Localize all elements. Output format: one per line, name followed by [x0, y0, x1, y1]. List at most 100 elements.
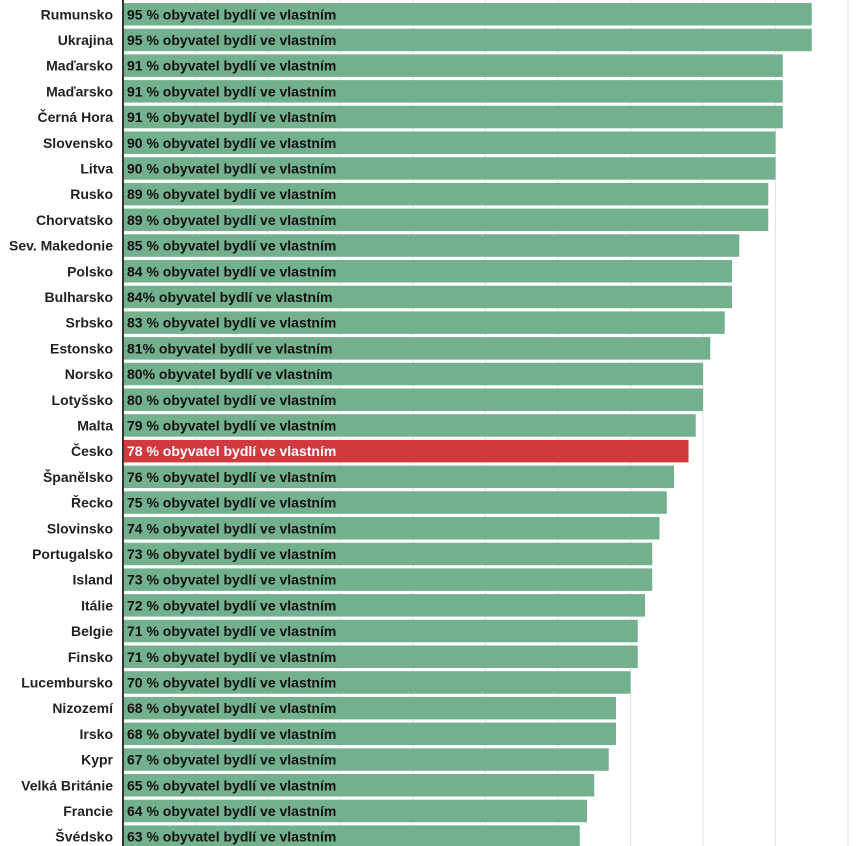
category-label: Španělsko — [43, 468, 113, 485]
bar — [123, 722, 616, 746]
category-label: Kypr — [81, 752, 113, 768]
data-label: 89 % obyvatel bydlí ve vlastním — [127, 212, 336, 228]
category-label: Srbsko — [66, 315, 113, 331]
category-label: Island — [73, 572, 113, 588]
bar — [123, 414, 696, 437]
data-label: 72 % obyvatel bydlí ve vlastním — [127, 597, 336, 613]
data-label: 81% obyvatel bydlí ve vlastním — [127, 340, 332, 356]
bar — [123, 3, 812, 26]
data-label: 71 % obyvatel bydlí ve vlastním — [127, 623, 336, 639]
category-label: Maďarsko — [46, 83, 113, 99]
category-label: Ukrajina — [58, 32, 113, 48]
category-label: Lotyšsko — [52, 392, 113, 408]
data-label: 84% obyvatel bydlí ve vlastním — [127, 289, 332, 305]
data-label: 90 % obyvatel bydlí ve vlastním — [127, 160, 336, 176]
category-label: Estonsko — [50, 340, 113, 356]
bar — [123, 28, 812, 52]
data-label: 78 % obyvatel bydlí ve vlastním — [127, 443, 336, 459]
bar — [123, 645, 638, 668]
category-label: Rusko — [70, 186, 113, 202]
bar — [123, 54, 783, 77]
category-label: Norsko — [65, 366, 113, 382]
bar — [123, 337, 711, 360]
bar — [123, 285, 732, 309]
bar — [123, 80, 783, 103]
data-label: 73 % obyvatel bydlí ve vlastním — [127, 546, 336, 562]
category-label: Belgie — [71, 623, 113, 639]
category-label: Portugalsko — [32, 546, 113, 562]
category-label: Sev. Makedonie — [9, 238, 113, 254]
data-label: 91 % obyvatel bydlí ve vlastním — [127, 58, 336, 74]
data-label: 91 % obyvatel bydlí ve vlastním — [127, 109, 336, 125]
bar — [123, 542, 653, 566]
bar — [123, 491, 667, 514]
bar — [123, 465, 674, 489]
bar — [123, 619, 638, 643]
bar — [123, 105, 783, 129]
bar — [123, 774, 595, 797]
bar — [123, 594, 645, 617]
bar — [123, 208, 769, 232]
data-label: 95 % obyvatel bydlí ve vlastním — [127, 32, 336, 48]
data-label: 89 % obyvatel bydlí ve vlastním — [127, 186, 336, 202]
category-label: Bulharsko — [45, 289, 113, 305]
data-label: 74 % obyvatel bydlí ve vlastním — [127, 520, 336, 536]
data-label: 67 % obyvatel bydlí ve vlastním — [127, 752, 336, 768]
category-label: Malta — [77, 417, 113, 433]
category-label: Lucembursko — [21, 674, 113, 690]
bar — [123, 157, 776, 180]
data-label: 90 % obyvatel bydlí ve vlastním — [127, 135, 336, 151]
data-labels: 95 % obyvatel bydlí ve vlastním 95 % obyv… — [127, 6, 336, 844]
data-label: 63 % obyvatel bydlí ve vlastním — [127, 829, 336, 845]
data-label: 68 % obyvatel bydlí ve vlastním — [127, 700, 336, 716]
bar — [123, 671, 631, 694]
bar — [123, 799, 587, 823]
category-label: Nizozemí — [52, 700, 114, 716]
bar — [123, 439, 689, 463]
category-label: Slovensko — [43, 135, 113, 151]
category-label: Černá Hora — [38, 108, 114, 125]
category-label: Švédsko — [55, 828, 113, 845]
bar — [123, 362, 703, 386]
data-label: 84 % obyvatel bydlí ve vlastním — [127, 263, 336, 279]
category-label: Velká Británie — [21, 777, 113, 793]
data-label: 95 % obyvatel bydlí ve vlastním — [127, 6, 336, 22]
category-labels: Rumunsko Ukrajina Maďarsko Maďarsko Černá Ho… — [9, 6, 114, 844]
bar — [123, 568, 653, 591]
bar — [123, 311, 725, 334]
bar — [123, 260, 732, 283]
chart-bars — [123, 3, 812, 846]
data-label: 65 % obyvatel bydlí ve vlastním — [127, 777, 336, 793]
category-label: Maďarsko — [46, 58, 113, 74]
data-label: 85 % obyvatel bydlí ve vlastním — [127, 238, 336, 254]
data-label: 76 % obyvatel bydlí ve vlastním — [127, 469, 336, 485]
data-label: 91 % obyvatel bydlí ve vlastním — [127, 83, 336, 99]
category-label: Rumunsko — [41, 6, 113, 22]
bar — [123, 388, 703, 411]
data-label: 83 % obyvatel bydlí ve vlastním — [127, 315, 336, 331]
data-label: 80 % obyvatel bydlí ve vlastním — [127, 392, 336, 408]
bar — [123, 131, 776, 154]
data-label: 70 % obyvatel bydlí ve vlastním — [127, 674, 336, 690]
data-label: 64 % obyvatel bydlí ve vlastním — [127, 803, 336, 819]
data-label: 71 % obyvatel bydlí ve vlastním — [127, 649, 336, 665]
category-label: Itálie — [81, 597, 113, 613]
data-label: 75 % obyvatel bydlí ve vlastním — [127, 495, 336, 511]
category-label: Česko — [71, 442, 113, 459]
category-label: Chorvatsko — [36, 212, 113, 228]
bar — [123, 234, 740, 257]
category-label: Francie — [63, 803, 113, 819]
category-label: Irsko — [80, 726, 113, 742]
bar — [123, 696, 616, 720]
data-label: 68 % obyvatel bydlí ve vlastním — [127, 726, 336, 742]
category-label: Finsko — [68, 649, 113, 665]
bar — [123, 748, 609, 771]
category-label: Řecko — [71, 494, 113, 511]
category-label: Litva — [80, 160, 113, 176]
data-label: 79 % obyvatel bydlí ve vlastním — [127, 417, 336, 433]
category-label: Polsko — [67, 263, 113, 279]
bar — [123, 825, 580, 846]
bar — [123, 182, 769, 206]
bar — [123, 517, 660, 540]
